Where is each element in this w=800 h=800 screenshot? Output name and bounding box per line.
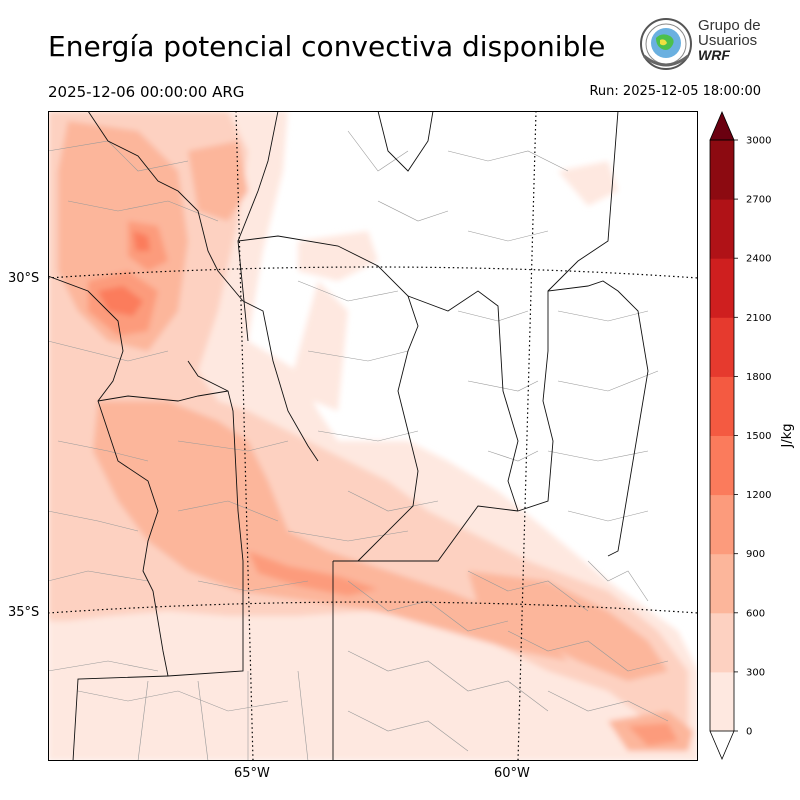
lon-label-60w: 60°W	[494, 766, 530, 781]
colorbar-tick-label: 2100	[746, 313, 771, 324]
colorbar-segment	[710, 671, 734, 732]
colorbar-segment	[710, 317, 734, 377]
colorbar-extend-max	[709, 110, 735, 141]
colorbar-tick-label: 900	[746, 549, 765, 560]
colorbar-segment	[710, 376, 734, 436]
colorbar-tick-label: 1800	[746, 372, 771, 383]
colorbar-segment	[710, 199, 734, 259]
boundary-lines	[48, 111, 669, 761]
graticule-lines	[48, 111, 698, 761]
colorbar-unit-label: J/kg	[780, 424, 795, 449]
colorbar-tick-label: 2700	[746, 195, 771, 206]
colorbar-tick-label: 1500	[746, 431, 771, 442]
valid-time: 2025-12-06 00:00:00 ARG	[48, 83, 245, 101]
lat-label-30s: 30°S	[8, 271, 40, 286]
colorbar-segment	[710, 435, 734, 496]
logo-line3: WRF	[698, 47, 730, 63]
colorbar-segment	[710, 494, 734, 555]
colorbar-segment	[710, 553, 734, 614]
colorbar: 0 300 600 900 1200 1500 1800 2100 2400 2700 3000 J/…	[709, 110, 795, 761]
colorbar-tick-label: 300	[746, 667, 765, 678]
colorbar-segment	[710, 612, 734, 673]
cape-field	[48, 111, 698, 761]
colorbar-extend-min	[709, 730, 735, 761]
map-frame	[48, 111, 698, 761]
colorbar-segment	[710, 140, 734, 200]
colorbar-tick-label: 3000	[746, 136, 771, 147]
run-time: Run: 2025-12-05 18:00:00	[589, 84, 761, 99]
colorbar-tick-label: 600	[746, 608, 765, 619]
cape-map	[48, 111, 698, 761]
logo-line2: Usuarios	[698, 32, 758, 49]
colorbar-tick-label: 1200	[746, 490, 771, 501]
colorbar-tick-label: 2400	[746, 254, 771, 265]
logo-line1: Grupo de	[698, 17, 761, 34]
lat-label-35s: 35°S	[8, 605, 40, 620]
wrf-logo: Grupo de Usuarios WRF	[638, 16, 763, 72]
lon-label-65w: 65°W	[234, 766, 270, 781]
colorbar-segment	[710, 258, 734, 318]
globe-logo-icon	[640, 18, 692, 70]
page-title: Energía potencial convectiva disponible	[48, 30, 606, 63]
colorbar-tick-label: 0	[746, 727, 752, 738]
